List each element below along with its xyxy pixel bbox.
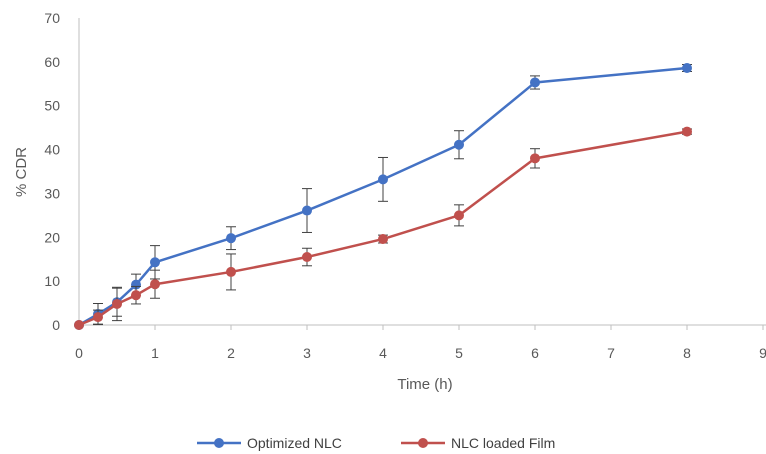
y-tick-label: 60 <box>44 54 60 70</box>
data-point <box>302 252 312 263</box>
data-point <box>150 279 160 290</box>
data-point <box>93 312 103 323</box>
x-tick-label: 6 <box>531 345 539 361</box>
axes <box>78 18 766 326</box>
legend-label: Optimized NLC <box>247 435 342 451</box>
x-tick-label: 9 <box>759 345 766 361</box>
x-tick-label: 5 <box>455 345 463 361</box>
x-axis-title: Time (h) <box>397 376 452 393</box>
x-tick-label: 7 <box>607 345 615 361</box>
y-tick-label: 70 <box>44 10 60 26</box>
y-tick-label: 30 <box>44 185 60 201</box>
data-point <box>302 205 312 216</box>
data-point <box>112 298 122 309</box>
data-point <box>682 126 692 137</box>
y-tick-label: 20 <box>44 229 60 245</box>
x-tick-label: 3 <box>303 345 311 361</box>
x-tick-label: 4 <box>379 345 387 361</box>
data-point <box>378 234 388 245</box>
legend-marker <box>214 438 224 448</box>
legend-label: NLC loaded Film <box>451 435 555 451</box>
y-tick-label: 50 <box>44 98 60 114</box>
data-point <box>226 266 236 277</box>
legend: Optimized NLC NLC loaded Film <box>197 435 555 451</box>
legend-marker <box>418 438 428 448</box>
legend-item-nlc-loaded-film: NLC loaded Film <box>401 435 555 451</box>
data-point <box>682 62 692 73</box>
y-tick-labels: 0 10 20 30 40 50 60 70 <box>44 10 60 333</box>
data-point <box>226 233 236 244</box>
x-tick-label: 0 <box>75 345 83 361</box>
series-optimized-nlc <box>74 62 692 330</box>
data-point <box>131 279 141 290</box>
data-point <box>530 153 540 164</box>
x-tick-label: 2 <box>227 345 235 361</box>
data-point <box>454 139 464 150</box>
legend-item-optimized-nlc: Optimized NLC <box>197 435 342 451</box>
series-nlc-loaded-film <box>74 126 692 330</box>
y-tick-label: 40 <box>44 142 60 158</box>
y-axis-title: % CDR <box>13 147 30 197</box>
data-point <box>530 77 540 88</box>
x-tick-labels: 0 1 2 3 4 5 6 7 8 9 <box>75 325 766 361</box>
x-tick-label: 8 <box>683 345 691 361</box>
plot-area <box>74 62 692 330</box>
y-tick-label: 0 <box>52 317 60 333</box>
data-point <box>74 320 84 330</box>
data-point <box>150 257 160 268</box>
data-point <box>454 210 464 221</box>
data-point <box>131 290 141 301</box>
y-tick-label: 10 <box>44 273 60 289</box>
x-tick-label: 1 <box>151 345 159 361</box>
data-point <box>378 174 388 185</box>
